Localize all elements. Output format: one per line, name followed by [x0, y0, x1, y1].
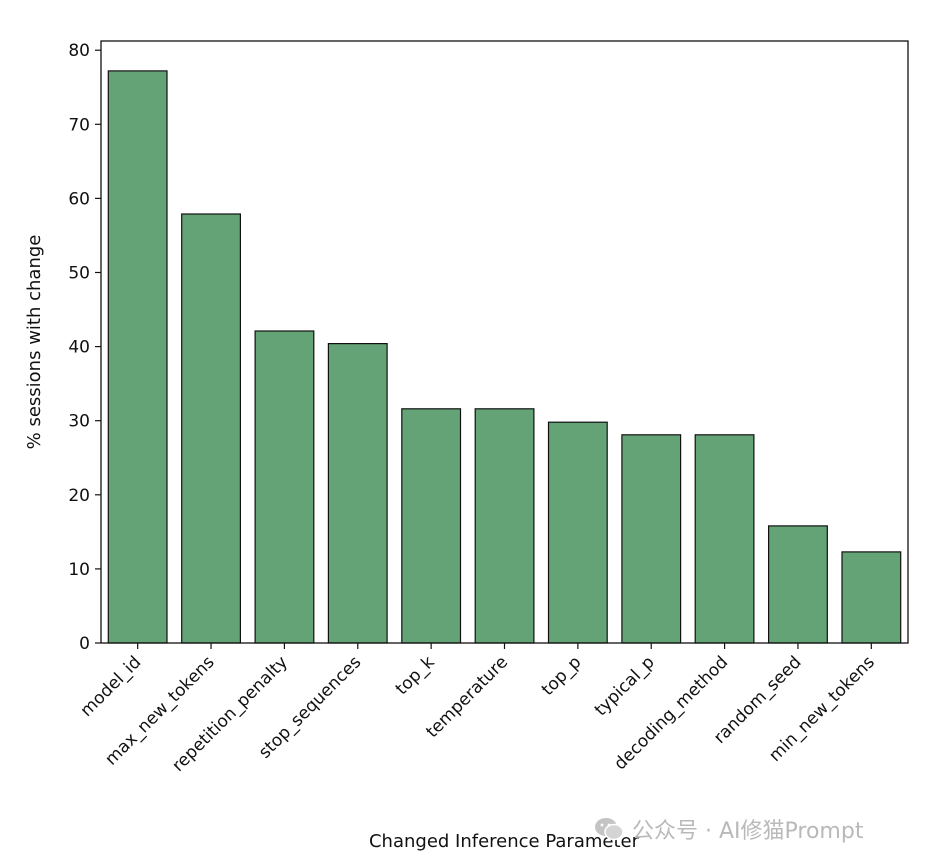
bar-top_p [547, 421, 608, 644]
bar-stop_sequences [327, 343, 388, 644]
bar-min_new_tokens [841, 551, 902, 644]
bar-random_seed [767, 525, 828, 644]
bars-group [107, 70, 902, 644]
y-tick-label: 60 [68, 189, 90, 209]
watermark: 公众号 · AI修猫Prompt [594, 812, 863, 846]
bar-decoding_method [694, 434, 755, 644]
x-tick-label-model_id: model_id [77, 652, 146, 721]
plot-frame [100, 40, 909, 644]
watermark-text: 公众号 · AI修猫Prompt [632, 819, 864, 844]
y-tick-label: 50 [68, 264, 90, 284]
y-tick-label: 40 [68, 338, 90, 358]
y-tick-label: 30 [68, 412, 90, 432]
bar-temperature [474, 408, 535, 644]
x-tick-label-typical_p: typical_p [591, 652, 659, 720]
x-tick-label-top_p: top_p [538, 652, 585, 699]
y-axis: 0 10 20 30 40 50 60 70 80 [68, 41, 101, 654]
y-tick-label: 20 [68, 486, 90, 506]
y-tick-label: 0 [79, 634, 90, 654]
x-tick-label-top_k: top_k [392, 652, 439, 699]
bar-typical_p [621, 434, 682, 644]
x-axis-label: Changed Inference Parameter [369, 831, 640, 852]
y-axis-label: % sessions with change [24, 235, 45, 450]
x-axis: model_idmax_new_tokensrepetition_penalty… [77, 643, 879, 776]
bar-top_k [401, 408, 462, 644]
y-tick-label: 80 [68, 41, 90, 61]
y-tick-label: 10 [68, 560, 90, 580]
bar-repetition_penalty [254, 330, 315, 644]
wechat-icon [594, 816, 624, 842]
bar-model_id [107, 70, 168, 644]
y-tick-label: 70 [68, 115, 90, 135]
bar-max_new_tokens [181, 213, 241, 644]
